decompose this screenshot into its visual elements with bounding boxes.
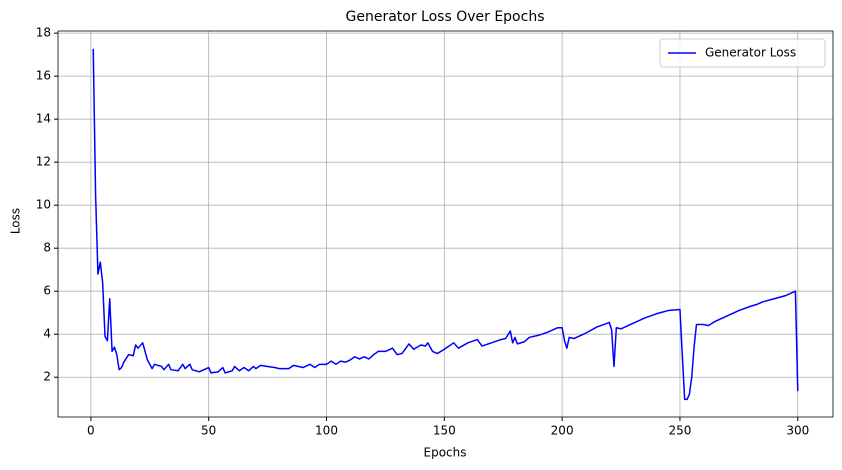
x-tick-label: 300 [786, 424, 809, 438]
y-tick-label: 12 [36, 155, 51, 169]
y-tick-label: 14 [36, 112, 51, 126]
x-tick-label: 50 [201, 424, 216, 438]
x-tick-label: 150 [433, 424, 456, 438]
y-tick-label: 18 [36, 26, 51, 40]
x-tick-label: 200 [551, 424, 574, 438]
plot-frame [57, 30, 834, 418]
legend-box [659, 38, 826, 68]
y-tick-label: 16 [36, 69, 51, 83]
y-tick-label: 4 [43, 327, 51, 341]
legend-label: Generator Loss [705, 46, 796, 60]
y-tick-label: 2 [43, 370, 51, 384]
data-line [92, 48, 799, 401]
chart-title: Generator Loss Over Epochs [346, 9, 545, 25]
x-axis-label: Epochs [424, 446, 467, 460]
y-tick-label: 10 [36, 198, 51, 212]
y-tick-label: 8 [43, 241, 51, 255]
x-tick-label: 100 [315, 424, 338, 438]
x-tick-label: 250 [669, 424, 692, 438]
y-tick-label: 6 [43, 284, 51, 298]
y-axis-label: Loss [9, 208, 23, 234]
x-tick-label: 0 [87, 424, 95, 438]
